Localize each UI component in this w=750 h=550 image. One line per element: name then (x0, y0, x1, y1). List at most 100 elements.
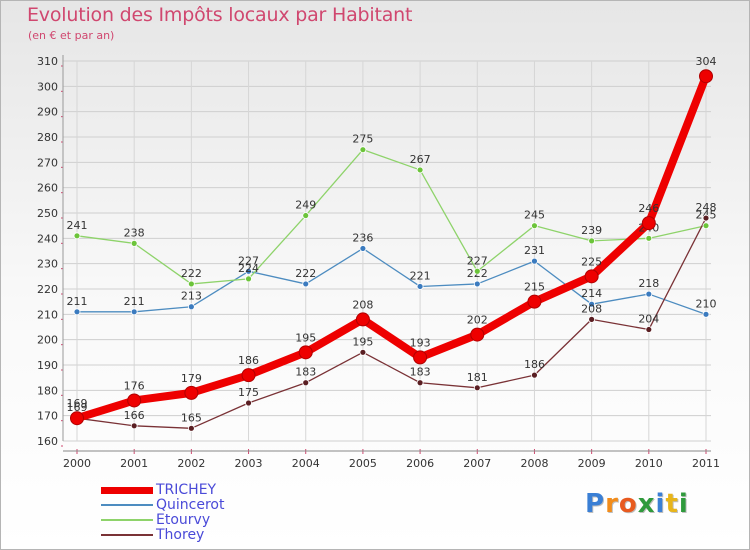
legend-swatch-etourvy (101, 519, 153, 521)
data-label-thorey: 169 (67, 401, 88, 414)
data-label-trichey: 179 (181, 372, 202, 385)
data-label-quincerot: 211 (124, 295, 145, 308)
data-label-quincerot: 227 (238, 254, 259, 267)
data-point-thorey (187, 424, 195, 432)
y-tick-label: 230 (37, 258, 58, 271)
data-point-etourvy (73, 232, 81, 240)
data-point-trichey (584, 269, 599, 284)
data-label-trichey: 176 (124, 379, 145, 392)
y-tick-label: 220 (37, 283, 58, 296)
x-tick-label: 2009 (578, 457, 606, 470)
data-label-quincerot: 222 (295, 267, 316, 280)
data-point-quincerot (588, 300, 596, 308)
data-label-etourvy: 227 (467, 254, 488, 267)
y-tick-label: 160 (37, 435, 58, 448)
data-point-trichey (413, 350, 428, 365)
data-label-thorey: 248 (696, 201, 717, 214)
data-point-etourvy (187, 280, 195, 288)
x-tick-label: 2005 (349, 457, 377, 470)
data-point-thorey (645, 326, 653, 333)
data-label-quincerot: 236 (352, 231, 373, 244)
data-label-etourvy: 267 (410, 153, 431, 166)
data-label-etourvy: 222 (181, 267, 202, 280)
data-point-thorey (245, 399, 252, 407)
data-label-thorey: 208 (581, 302, 602, 315)
data-label-thorey: 183 (410, 366, 431, 379)
data-point-etourvy (531, 222, 538, 230)
data-label-etourvy: 239 (581, 224, 602, 237)
logo-letter: i (655, 489, 666, 519)
y-tick-label: 280 (37, 131, 58, 144)
series-line-etourvy (76, 149, 707, 285)
series-line-thorey (76, 217, 707, 429)
data-label-quincerot: 214 (581, 287, 602, 300)
data-point-etourvy (473, 267, 481, 275)
data-label-trichey: 186 (238, 354, 259, 367)
data-point-thorey (588, 315, 596, 323)
logo-letter: P (585, 489, 606, 519)
data-point-etourvy (702, 222, 710, 230)
data-point-etourvy (645, 234, 653, 242)
y-tick-label: 170 (37, 410, 58, 423)
data-label-quincerot: 221 (410, 269, 431, 282)
y-tick-label: 240 (37, 232, 58, 245)
data-label-trichey: 246 (638, 202, 659, 215)
data-point-etourvy (130, 239, 138, 247)
logo-letter: x (637, 489, 656, 519)
x-tick-label: 2010 (635, 457, 663, 470)
data-point-trichey (527, 294, 542, 309)
data-point-trichey (699, 69, 713, 84)
data-point-quincerot (302, 280, 310, 288)
legend-swatch-thorey (101, 534, 153, 536)
proxiti-logo: Proxiti (585, 489, 689, 519)
y-tick-label: 200 (37, 334, 58, 347)
data-point-thorey (531, 371, 538, 379)
x-tick-label: 2007 (463, 457, 491, 470)
data-point-trichey (355, 312, 370, 327)
data-point-thorey (130, 422, 138, 430)
data-label-thorey: 186 (524, 358, 545, 371)
x-tick-label: 2001 (120, 457, 148, 470)
data-point-quincerot (73, 308, 81, 316)
legend-label-etourvy: Etourvy (156, 512, 211, 528)
series-line-trichey (73, 72, 710, 423)
chart-title: Evolution des Impôts locaux par Habitant (27, 4, 413, 26)
y-tick-label: 250 (37, 207, 58, 220)
y-tick-label: 290 (37, 106, 58, 119)
data-label-thorey: 175 (238, 386, 259, 399)
data-point-thorey (359, 348, 367, 356)
y-tick-label: 310 (37, 55, 58, 68)
data-point-quincerot (359, 245, 367, 252)
x-tick-label: 2000 (63, 457, 91, 470)
data-point-trichey (241, 368, 256, 383)
data-label-quincerot: 213 (181, 290, 202, 303)
data-point-thorey (416, 379, 424, 387)
data-point-trichey (470, 327, 485, 342)
legend-label-thorey: Thorey (156, 527, 205, 543)
data-label-trichey: 208 (352, 298, 373, 311)
x-tick-label: 2008 (520, 457, 548, 470)
data-point-thorey (302, 379, 310, 387)
legend-swatch-trichey (101, 487, 153, 494)
data-point-trichey (641, 216, 656, 231)
data-point-quincerot (645, 290, 653, 298)
data-point-trichey (184, 385, 199, 400)
data-point-etourvy (416, 166, 424, 174)
data-label-etourvy: 249 (295, 199, 316, 212)
data-point-etourvy (245, 275, 252, 283)
x-tick-label: 2003 (235, 457, 263, 470)
y-tick-label: 180 (37, 384, 58, 397)
data-point-thorey (702, 214, 710, 222)
data-point-thorey (473, 384, 481, 392)
logo-letter: i (678, 489, 689, 519)
data-label-quincerot: 218 (638, 277, 659, 290)
data-label-quincerot: 231 (524, 244, 545, 257)
data-point-quincerot (416, 283, 424, 290)
data-label-etourvy: 245 (524, 209, 545, 222)
data-label-trichey: 202 (467, 314, 488, 327)
data-label-quincerot: 210 (696, 297, 717, 310)
data-point-trichey (298, 345, 313, 360)
logo-letter: r (605, 489, 619, 519)
